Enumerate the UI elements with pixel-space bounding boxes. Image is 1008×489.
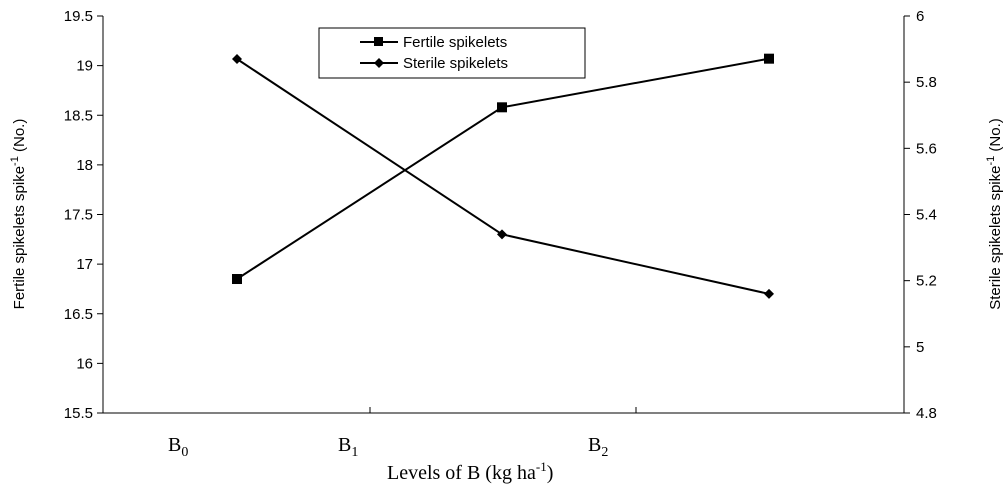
right-y-ticks: 4.8 5 5.2 5.4 5.6 5.8 6	[904, 8, 937, 422]
legend-marker-diamond	[374, 58, 384, 68]
data-point-diamond	[764, 288, 774, 299]
category-label: B0	[168, 434, 188, 460]
left-y-tick-label: 16	[76, 355, 93, 372]
data-point-square	[232, 274, 242, 285]
left-y-tick-label: 18	[76, 157, 93, 174]
series-layer	[232, 53, 774, 299]
series-line-fertile-spikelets	[236, 57, 770, 280]
right-y-tick-label: 6	[916, 8, 924, 25]
right-y-tick-label: 5.8	[916, 74, 937, 91]
left-y-tick-label: 17	[76, 256, 93, 273]
x-axis-title: Levels of B (kg ha-1)	[387, 459, 553, 484]
legend: Fertile spikelets Sterile spikelets	[318, 27, 586, 79]
right-y-tick-label: 5.6	[916, 140, 937, 157]
data-point-square	[764, 53, 774, 64]
category-label: B2	[588, 434, 608, 460]
left-y-tick-label: 18.5	[64, 107, 93, 124]
right-y-tick-label: 4.8	[916, 405, 937, 422]
data-point-diamond	[232, 54, 242, 65]
right-y-tick-label: 5	[916, 339, 924, 356]
right-y-tick-label: 5.4	[916, 207, 937, 224]
legend-label: Sterile spikelets	[403, 55, 508, 72]
right-y-axis-title: Sterile spikelets spike-1 (No.)	[985, 118, 1004, 310]
left-y-tick-label: 19.5	[64, 8, 93, 25]
data-point-diamond	[497, 229, 507, 240]
plot-area: 15.5 16 16.5 17 17.5 18 18.5 19 19.5 4.8 5 5.2 5.4 5…	[64, 8, 937, 422]
category-label: B1	[338, 434, 358, 460]
left-y-tick-label: 15.5	[64, 405, 93, 422]
left-y-tick-label: 19	[76, 58, 93, 75]
legend-marker-square	[374, 37, 383, 46]
left-y-axis-title: Fertile spikelets spike-1 (No.)	[9, 119, 28, 310]
left-y-tick-label: 16.5	[64, 306, 93, 323]
left-y-ticks: 15.5 16 16.5 17 17.5 18 18.5 19 19.5	[64, 8, 103, 422]
series-line-sterile-spikelets	[236, 58, 770, 295]
left-y-tick-label: 17.5	[64, 207, 93, 224]
right-y-tick-label: 5.2	[916, 273, 937, 290]
x-axis-ticks	[369, 407, 637, 413]
legend-label: Fertile spikelets	[403, 34, 507, 51]
data-point-square	[497, 102, 507, 113]
x-category-labels: B0 B1 B2	[168, 434, 608, 460]
legend-box	[318, 27, 586, 79]
